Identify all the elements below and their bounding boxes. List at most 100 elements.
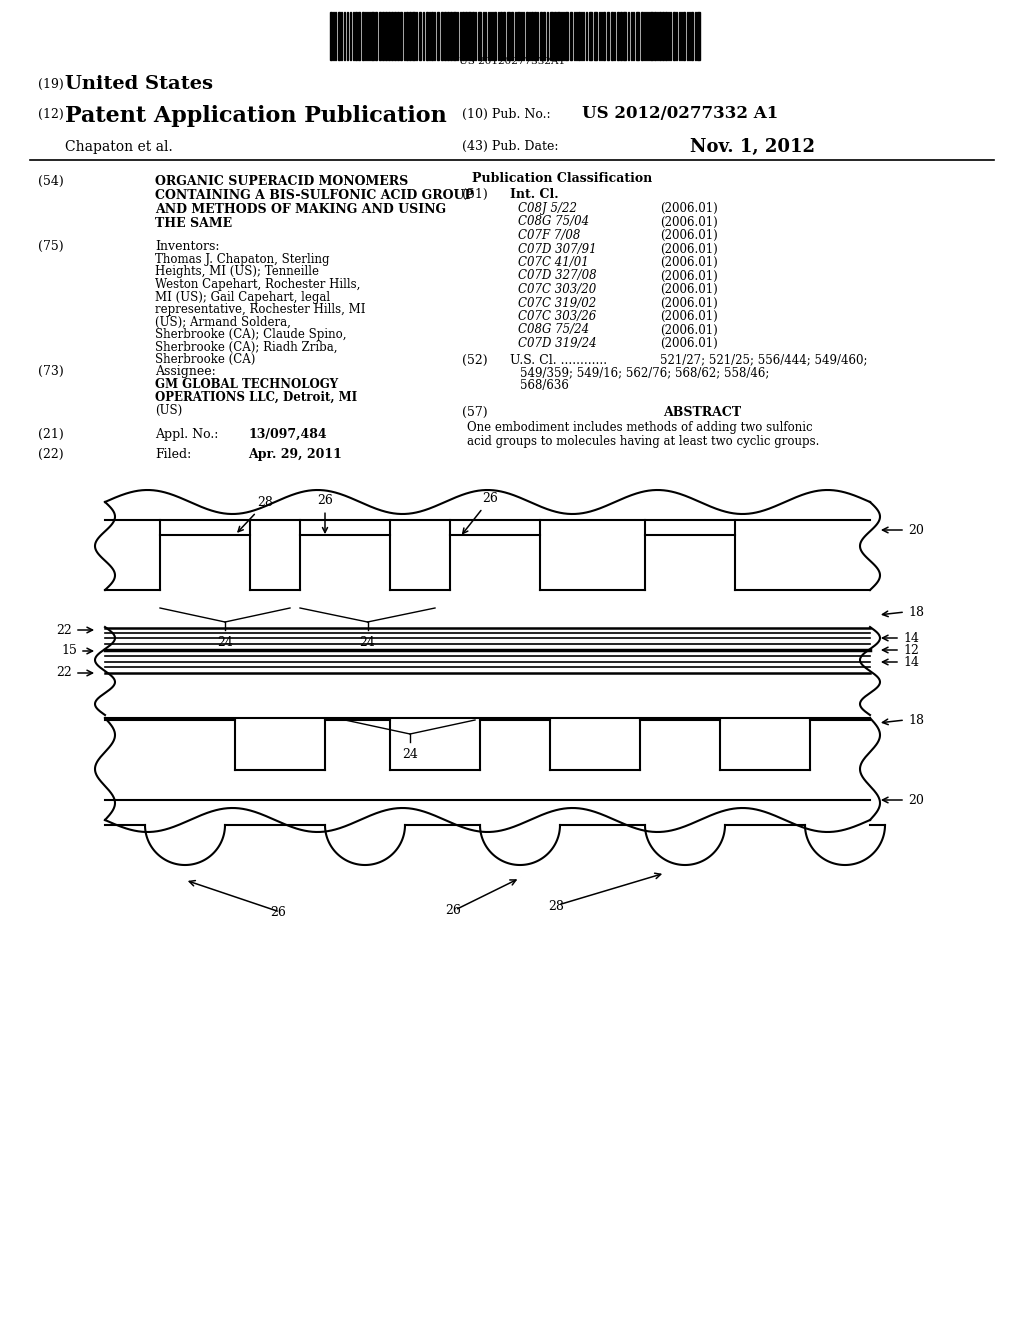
Text: MI (US); Gail Capehart, legal: MI (US); Gail Capehart, legal	[155, 290, 330, 304]
Text: 26: 26	[445, 904, 461, 917]
Text: Apr. 29, 2011: Apr. 29, 2011	[248, 447, 342, 461]
Text: (57): (57)	[462, 405, 487, 418]
Text: Sherbrooke (CA): Sherbrooke (CA)	[155, 352, 255, 366]
Text: Sherbrooke (CA); Riadh Zriba,: Sherbrooke (CA); Riadh Zriba,	[155, 341, 338, 354]
Bar	[453, 12, 456, 59]
Text: 26: 26	[317, 495, 333, 532]
Bar	[517, 12, 520, 59]
Text: C07F 7/08: C07F 7/08	[518, 228, 581, 242]
Text: 14: 14	[903, 631, 919, 644]
Bar	[617, 12, 618, 59]
Bar	[468, 12, 471, 59]
Bar	[565, 12, 568, 59]
Text: Publication Classification: Publication Classification	[472, 172, 652, 185]
Text: (43) Pub. Date:: (43) Pub. Date:	[462, 140, 558, 153]
Bar	[589, 12, 592, 59]
Bar	[540, 12, 542, 59]
Text: 15: 15	[61, 644, 77, 657]
Bar	[382, 12, 384, 59]
Text: CONTAINING A BIS-SULFONIC ACID GROUP: CONTAINING A BIS-SULFONIC ACID GROUP	[155, 189, 474, 202]
Bar	[554, 12, 556, 59]
Bar	[391, 12, 393, 59]
Bar	[620, 12, 622, 59]
Bar	[388, 12, 390, 59]
Text: Sherbrooke (CA); Claude Spino,: Sherbrooke (CA); Claude Spino,	[155, 327, 346, 341]
Text: Nov. 1, 2012: Nov. 1, 2012	[690, 139, 815, 156]
Bar	[462, 12, 464, 59]
Bar	[662, 12, 664, 59]
Bar	[683, 12, 685, 59]
Text: U.S. Cl. ............: U.S. Cl. ............	[510, 354, 607, 367]
Text: C07C 41/01: C07C 41/01	[518, 256, 589, 269]
Bar	[611, 12, 613, 59]
Text: Inventors:: Inventors:	[155, 240, 219, 253]
Text: Heights, MI (US); Tenneille: Heights, MI (US); Tenneille	[155, 265, 319, 279]
Text: United States: United States	[65, 75, 213, 92]
Text: 24: 24	[217, 636, 232, 649]
Bar	[623, 12, 626, 59]
Bar	[412, 12, 415, 59]
Text: acid groups to molecules having at least two cyclic groups.: acid groups to molecules having at least…	[467, 434, 819, 447]
Bar	[697, 12, 700, 59]
Bar	[400, 12, 402, 59]
Text: 549/359; 549/16; 562/76; 568/62; 558/46;: 549/359; 549/16; 562/76; 568/62; 558/46;	[520, 366, 769, 379]
Text: (73): (73)	[38, 366, 63, 378]
Bar	[503, 12, 505, 59]
Text: (2006.01): (2006.01)	[660, 297, 718, 309]
Text: 14: 14	[903, 656, 919, 668]
Text: 521/27; 521/25; 556/444; 549/460;: 521/27; 521/25; 556/444; 549/460;	[660, 354, 867, 367]
Text: (2006.01): (2006.01)	[660, 310, 718, 323]
Bar	[526, 12, 528, 59]
Text: OPERATIONS LLC, Detroit, MI: OPERATIONS LLC, Detroit, MI	[155, 391, 357, 404]
Text: 18: 18	[908, 714, 924, 726]
Text: (2006.01): (2006.01)	[660, 256, 718, 269]
Bar	[650, 12, 653, 59]
Text: (US): (US)	[155, 404, 182, 417]
Text: C08G 75/24: C08G 75/24	[518, 323, 589, 337]
Text: 28: 28	[238, 496, 273, 532]
Bar	[394, 12, 396, 59]
Text: 18: 18	[908, 606, 924, 619]
Text: C07D 307/91: C07D 307/91	[518, 243, 597, 256]
Bar	[607, 12, 609, 59]
Bar	[431, 12, 433, 59]
Text: 24: 24	[402, 748, 418, 762]
Text: 28: 28	[548, 900, 564, 913]
Bar	[478, 12, 481, 59]
Text: (2006.01): (2006.01)	[660, 243, 718, 256]
Text: (2006.01): (2006.01)	[660, 202, 718, 215]
Text: (22): (22)	[38, 447, 63, 461]
Bar	[594, 12, 597, 59]
Text: Appl. No.:: Appl. No.:	[155, 428, 218, 441]
Bar	[654, 12, 656, 59]
Text: (10) Pub. No.:: (10) Pub. No.:	[462, 108, 551, 121]
Text: AND METHODS OF MAKING AND USING: AND METHODS OF MAKING AND USING	[155, 203, 446, 216]
Bar	[570, 12, 572, 59]
Bar	[437, 12, 439, 59]
Bar	[371, 12, 374, 59]
Text: (2006.01): (2006.01)	[660, 228, 718, 242]
Text: (12): (12)	[38, 108, 63, 121]
Text: Int. Cl.: Int. Cl.	[510, 187, 559, 201]
Text: 568/636: 568/636	[520, 379, 569, 392]
Text: 12: 12	[903, 644, 919, 656]
Text: (2006.01): (2006.01)	[660, 323, 718, 337]
Text: (21): (21)	[38, 428, 63, 441]
Bar	[330, 12, 332, 59]
Text: THE SAME: THE SAME	[155, 216, 232, 230]
Bar	[355, 12, 357, 59]
Bar	[641, 12, 643, 59]
Text: (54): (54)	[38, 176, 63, 187]
Text: (2006.01): (2006.01)	[660, 215, 718, 228]
Text: Assignee:: Assignee:	[155, 366, 216, 378]
Text: (75): (75)	[38, 240, 63, 253]
Text: (19): (19)	[38, 78, 63, 91]
Bar	[472, 12, 474, 59]
Text: (51): (51)	[462, 187, 487, 201]
Bar	[465, 12, 467, 59]
Bar	[500, 12, 502, 59]
Bar	[578, 12, 580, 59]
Bar	[450, 12, 452, 59]
Text: 13/097,484: 13/097,484	[248, 428, 327, 441]
Text: representative, Rochester Hills, MI: representative, Rochester Hills, MI	[155, 304, 366, 315]
